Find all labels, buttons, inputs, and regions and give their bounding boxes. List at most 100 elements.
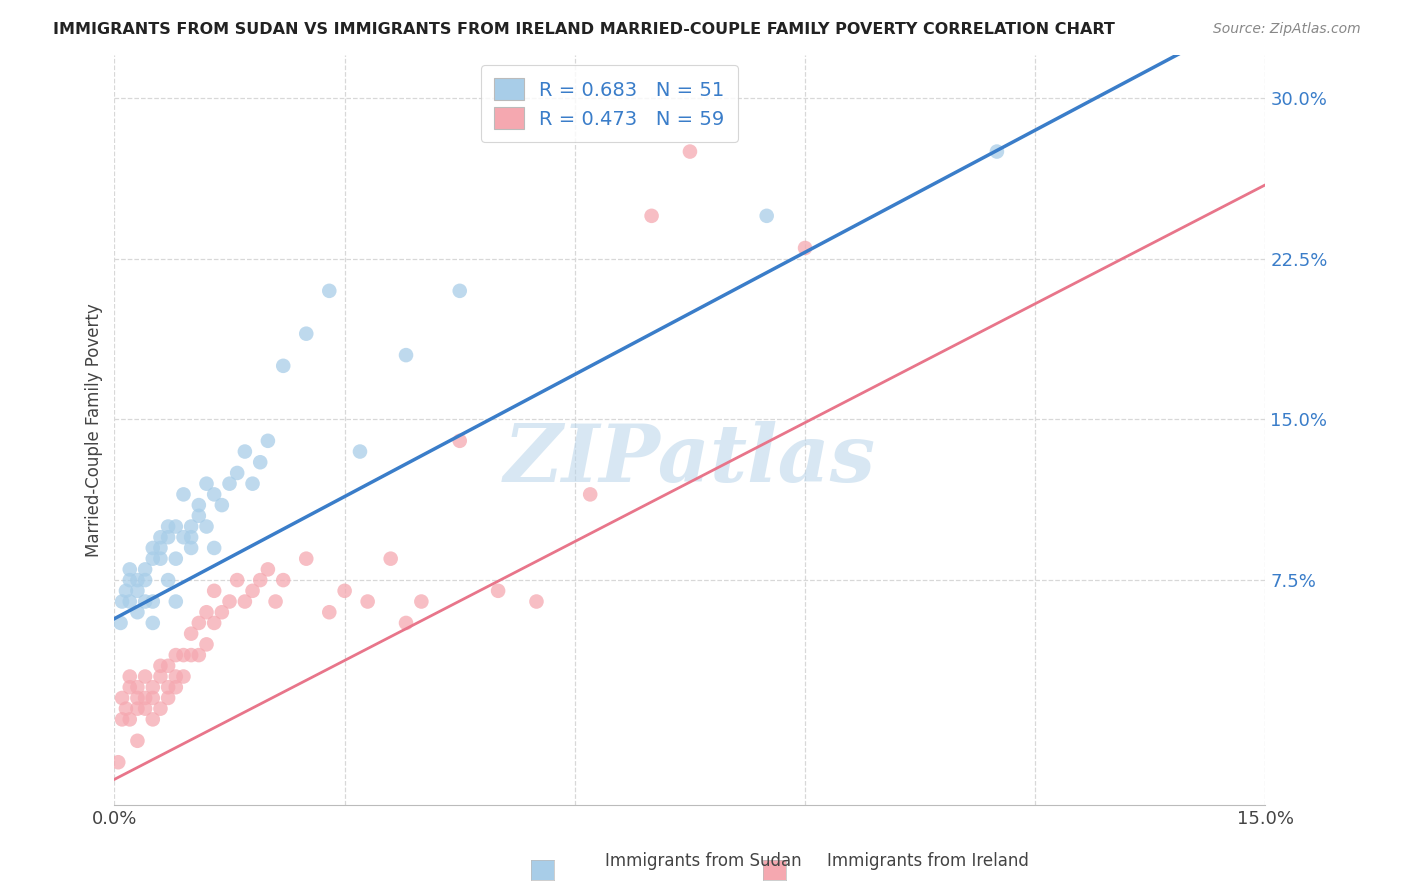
Point (134, 562, 156, 576)
Point (118, 562, 141, 576)
Point (579, 487, 602, 501)
Point (142, 551, 165, 566)
Point (395, 615, 418, 630)
Point (202, 541, 225, 555)
Point (172, 669, 194, 683)
Point (165, 680, 187, 694)
Point (202, 615, 225, 630)
Point (318, 605, 340, 619)
Point (211, 498, 233, 512)
Point (149, 541, 172, 555)
Point (211, 605, 233, 619)
Point (233, 444, 256, 458)
Point (226, 573, 249, 587)
Point (157, 530, 180, 544)
Text: Immigrants from Sudan: Immigrants from Sudan (605, 852, 801, 870)
Point (127, 733, 149, 747)
Point (157, 658, 180, 673)
Point (118, 669, 141, 683)
Point (526, 594, 548, 608)
Point (142, 615, 165, 630)
Point (149, 530, 172, 544)
Point (249, 455, 271, 469)
Point (187, 508, 209, 523)
Point (134, 669, 156, 683)
Point (187, 615, 209, 630)
Point (195, 605, 218, 619)
Point (149, 669, 172, 683)
Point (172, 487, 194, 501)
Point (118, 680, 141, 694)
Point (318, 284, 340, 298)
Point (202, 583, 225, 598)
Point (755, 209, 778, 223)
Point (242, 476, 264, 491)
Point (157, 519, 180, 533)
Point (134, 594, 156, 608)
Point (127, 605, 149, 619)
Point (127, 690, 149, 705)
Point (180, 626, 202, 640)
Legend: R = 0.683   N = 51, R = 0.473   N = 59: R = 0.683 N = 51, R = 0.473 N = 59 (481, 65, 738, 142)
Point (295, 326, 318, 341)
Point (218, 476, 240, 491)
Point (110, 615, 132, 630)
Point (180, 530, 202, 544)
Y-axis label: Married-Couple Family Poverty: Married-Couple Family Poverty (86, 303, 103, 557)
Point (149, 551, 172, 566)
Point (118, 594, 141, 608)
Point (157, 680, 180, 694)
Point (180, 648, 202, 662)
Point (118, 573, 141, 587)
Point (127, 701, 149, 715)
Point (172, 648, 194, 662)
Text: IMMIGRANTS FROM SUDAN VS IMMIGRANTS FROM IRELAND MARRIED-COUPLE FAMILY POVERTY C: IMMIGRANTS FROM SUDAN VS IMMIGRANTS FROM… (53, 22, 1115, 37)
Point (679, 145, 702, 159)
Point (187, 648, 209, 662)
Point (271, 573, 294, 587)
Point (118, 712, 141, 726)
Point (794, 241, 817, 255)
Point (271, 359, 294, 373)
Point (264, 594, 287, 608)
Point (172, 530, 194, 544)
Point (142, 594, 165, 608)
Point (180, 541, 202, 555)
Text: Immigrants from Ireland: Immigrants from Ireland (827, 852, 1029, 870)
Point (142, 712, 165, 726)
Point (149, 701, 172, 715)
Point (111, 712, 134, 726)
Point (180, 519, 202, 533)
Point (195, 637, 218, 651)
Point (449, 284, 471, 298)
Point (257, 434, 280, 448)
Point (134, 690, 156, 705)
Point (257, 562, 280, 576)
Point (142, 680, 165, 694)
Point (187, 498, 209, 512)
Point (165, 519, 187, 533)
Point (356, 594, 378, 608)
Point (142, 541, 165, 555)
Point (142, 690, 165, 705)
Point (195, 476, 218, 491)
Point (411, 594, 433, 608)
Point (249, 573, 271, 587)
Point (127, 680, 149, 694)
Point (127, 583, 149, 598)
Point (157, 573, 180, 587)
Point (202, 487, 225, 501)
Point (115, 701, 138, 715)
Point (218, 594, 240, 608)
Point (157, 690, 180, 705)
Point (134, 701, 156, 715)
Point (165, 648, 187, 662)
Text: ZIPatlas: ZIPatlas (503, 421, 876, 499)
Point (395, 348, 418, 362)
Point (349, 444, 371, 458)
Point (165, 669, 187, 683)
Point (233, 594, 256, 608)
Point (111, 690, 134, 705)
Point (295, 551, 318, 566)
Point (449, 434, 471, 448)
